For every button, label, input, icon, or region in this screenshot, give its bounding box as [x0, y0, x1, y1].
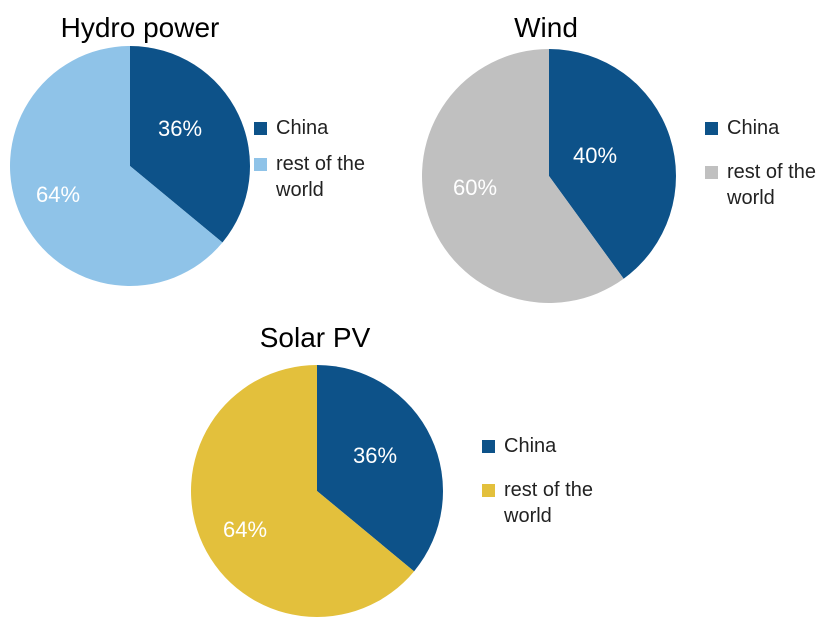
legend-swatch-rest: [482, 484, 495, 497]
pie-svg: 36% 64%: [10, 46, 250, 286]
legend-item-china: China: [705, 115, 833, 141]
pie-slice-rest-of-world: [10, 46, 223, 286]
pie-slice-china: [317, 365, 444, 572]
legend-label: China: [504, 435, 557, 457]
slice-label-rest-of-world: 60%: [453, 175, 497, 200]
pie-slice-china: [130, 46, 250, 243]
slice-label-rest-of-world: 64%: [223, 517, 267, 542]
legend-label: rest of the world: [504, 479, 593, 527]
slice-label-china: 36%: [158, 116, 202, 141]
legend-item-rest: rest of the world: [482, 477, 630, 529]
chart-title: Hydro power: [60, 12, 220, 43]
legend-swatch-rest: [254, 158, 267, 171]
hydro-power-chart: Hydro power 36% 64% China rest of the wor…: [0, 0, 400, 310]
legend-item-rest: rest of the world: [254, 151, 404, 203]
pie-slice-rest-of-world: [422, 49, 624, 303]
pie-slice-rest-of-world: [191, 365, 415, 617]
legend: China rest of the world: [705, 115, 833, 221]
slice-label-china: 40%: [573, 143, 617, 168]
legend-label: rest of the world: [276, 153, 365, 201]
pie-svg: 40% 60%: [422, 49, 676, 303]
legend-item-rest: rest of the world: [705, 159, 833, 211]
slice-label-china: 36%: [353, 443, 397, 468]
legend-item-china: China: [482, 433, 630, 459]
pie-svg: 36% 64%: [191, 365, 444, 617]
wind-chart: Wind 40% 60% China rest of the world: [400, 0, 833, 310]
legend: China rest of the world: [254, 115, 404, 213]
legend-label: China: [276, 117, 329, 139]
legend-swatch-china: [705, 122, 718, 135]
chart-title: Solar PV: [259, 322, 371, 353]
legend-swatch-rest: [705, 166, 718, 179]
legend-item-china: China: [254, 115, 404, 141]
legend: China rest of the world: [482, 433, 630, 539]
slice-label-rest-of-world: 64%: [36, 182, 80, 207]
legend-swatch-china: [254, 122, 267, 135]
legend-label: China: [727, 117, 780, 139]
pie-slice-china: [549, 49, 676, 279]
chart-title: Wind: [514, 12, 578, 43]
legend-swatch-china: [482, 440, 495, 453]
legend-label: rest of the world: [727, 161, 816, 209]
solar-pv-chart: Solar PV 36% 64% China rest of the world: [170, 320, 630, 621]
